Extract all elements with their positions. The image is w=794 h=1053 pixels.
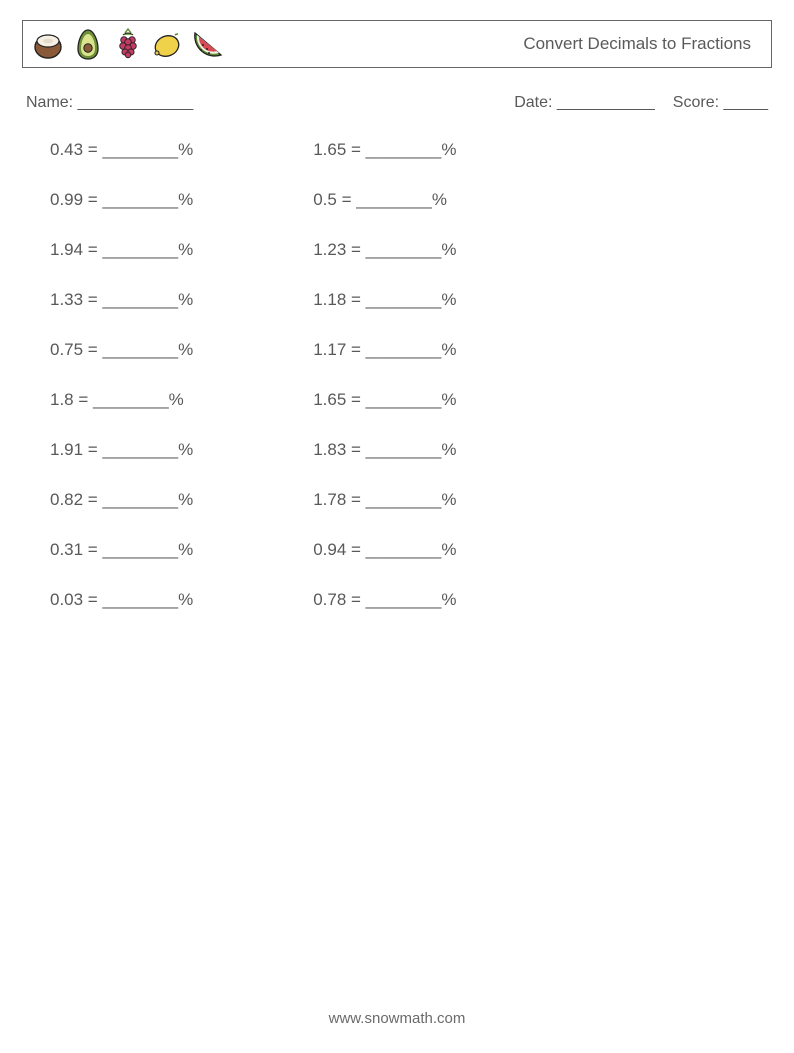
watermelon-icon — [191, 27, 225, 61]
footer-link: www.snowmath.com — [0, 1010, 794, 1027]
problem-column-2: 1.65 = ________% 0.5 = ________% 1.23 = __… — [313, 140, 456, 610]
problem-item: 0.82 = ________% — [50, 490, 193, 510]
problem-item: 1.65 = ________% — [313, 390, 456, 410]
avocado-icon — [71, 27, 105, 61]
worksheet-title: Convert Decimals to Fractions — [523, 34, 751, 54]
name-label: Name: — [26, 94, 73, 111]
date-blank: ___________ — [557, 94, 655, 111]
date-field: Date: ___________ — [514, 94, 655, 112]
lemon-icon — [151, 27, 185, 61]
problem-item: 0.03 = ________% — [50, 590, 193, 610]
name-field: Name: _____________ — [26, 94, 193, 112]
problem-item: 1.17 = ________% — [313, 340, 456, 360]
score-field: Score: _____ — [673, 94, 768, 112]
header-box: Convert Decimals to Fractions — [22, 20, 772, 68]
problem-item: 1.8 = ________% — [50, 390, 193, 410]
coconut-icon — [31, 27, 65, 61]
name-blank: _____________ — [78, 94, 194, 111]
problem-item: 0.31 = ________% — [50, 540, 193, 560]
score-blank: _____ — [724, 94, 769, 111]
problem-item: 0.94 = ________% — [313, 540, 456, 560]
problem-item: 1.18 = ________% — [313, 290, 456, 310]
date-label: Date: — [514, 94, 552, 111]
meta-row: Name: _____________ Date: ___________ Sc… — [22, 94, 772, 112]
problem-item: 1.94 = ________% — [50, 240, 193, 260]
problem-item: 1.78 = ________% — [313, 490, 456, 510]
problem-item: 0.5 = ________% — [313, 190, 456, 210]
problem-item: 1.33 = ________% — [50, 290, 193, 310]
raspberry-icon — [111, 27, 145, 61]
problem-column-1: 0.43 = ________% 0.99 = ________% 1.94 = _… — [50, 140, 193, 610]
problem-item: 1.83 = ________% — [313, 440, 456, 460]
problem-item: 1.23 = ________% — [313, 240, 456, 260]
problem-item: 0.78 = ________% — [313, 590, 456, 610]
problems-grid: 0.43 = ________% 0.99 = ________% 1.94 = _… — [22, 140, 772, 610]
problem-item: 0.43 = ________% — [50, 140, 193, 160]
problem-item: 1.65 = ________% — [313, 140, 456, 160]
fruit-icons-row — [31, 27, 225, 61]
problem-item: 0.99 = ________% — [50, 190, 193, 210]
problem-item: 0.75 = ________% — [50, 340, 193, 360]
score-label: Score: — [673, 94, 719, 111]
problem-item: 1.91 = ________% — [50, 440, 193, 460]
